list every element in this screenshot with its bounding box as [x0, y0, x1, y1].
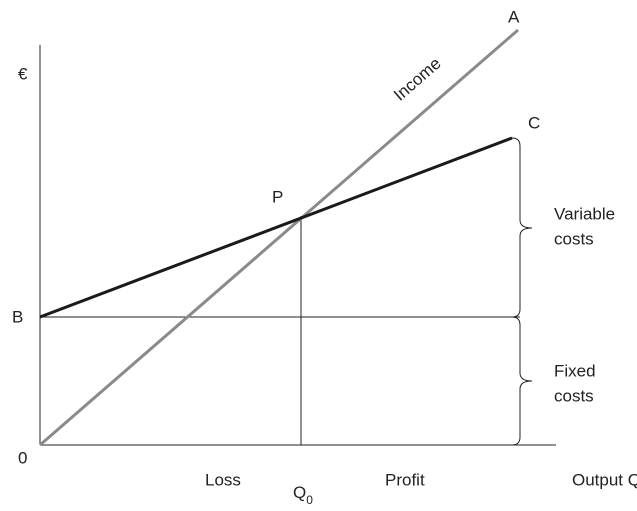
fixed-cost-brace: [511, 316, 533, 446]
profit-label: Profit: [385, 470, 425, 489]
x-axis-label: Output Q: [572, 470, 637, 489]
income-line: [39, 28, 519, 447]
fixed-start-label: B: [12, 307, 23, 326]
y-axis-label: €: [18, 64, 28, 83]
break-even-quantity-label: Q0: [293, 483, 313, 507]
origin-label: 0: [18, 448, 27, 467]
variable-cost-brace: [511, 137, 533, 318]
variable-costs-label: Variable: [554, 204, 615, 223]
quantity-subscript: 0: [306, 493, 313, 507]
total-cost-line: [39, 136, 513, 319]
fixed-costs-label: Fixed: [554, 361, 596, 380]
fixed-costs-label: costs: [554, 386, 594, 405]
variable-costs-label: costs: [554, 229, 594, 248]
quantity-letter: Q: [293, 483, 306, 502]
loss-label: Loss: [205, 470, 241, 489]
income-end-label: A: [508, 7, 520, 26]
break-even-point-label: P: [272, 187, 283, 206]
income-label: Income: [390, 54, 445, 105]
cost-end-label: C: [528, 113, 540, 132]
